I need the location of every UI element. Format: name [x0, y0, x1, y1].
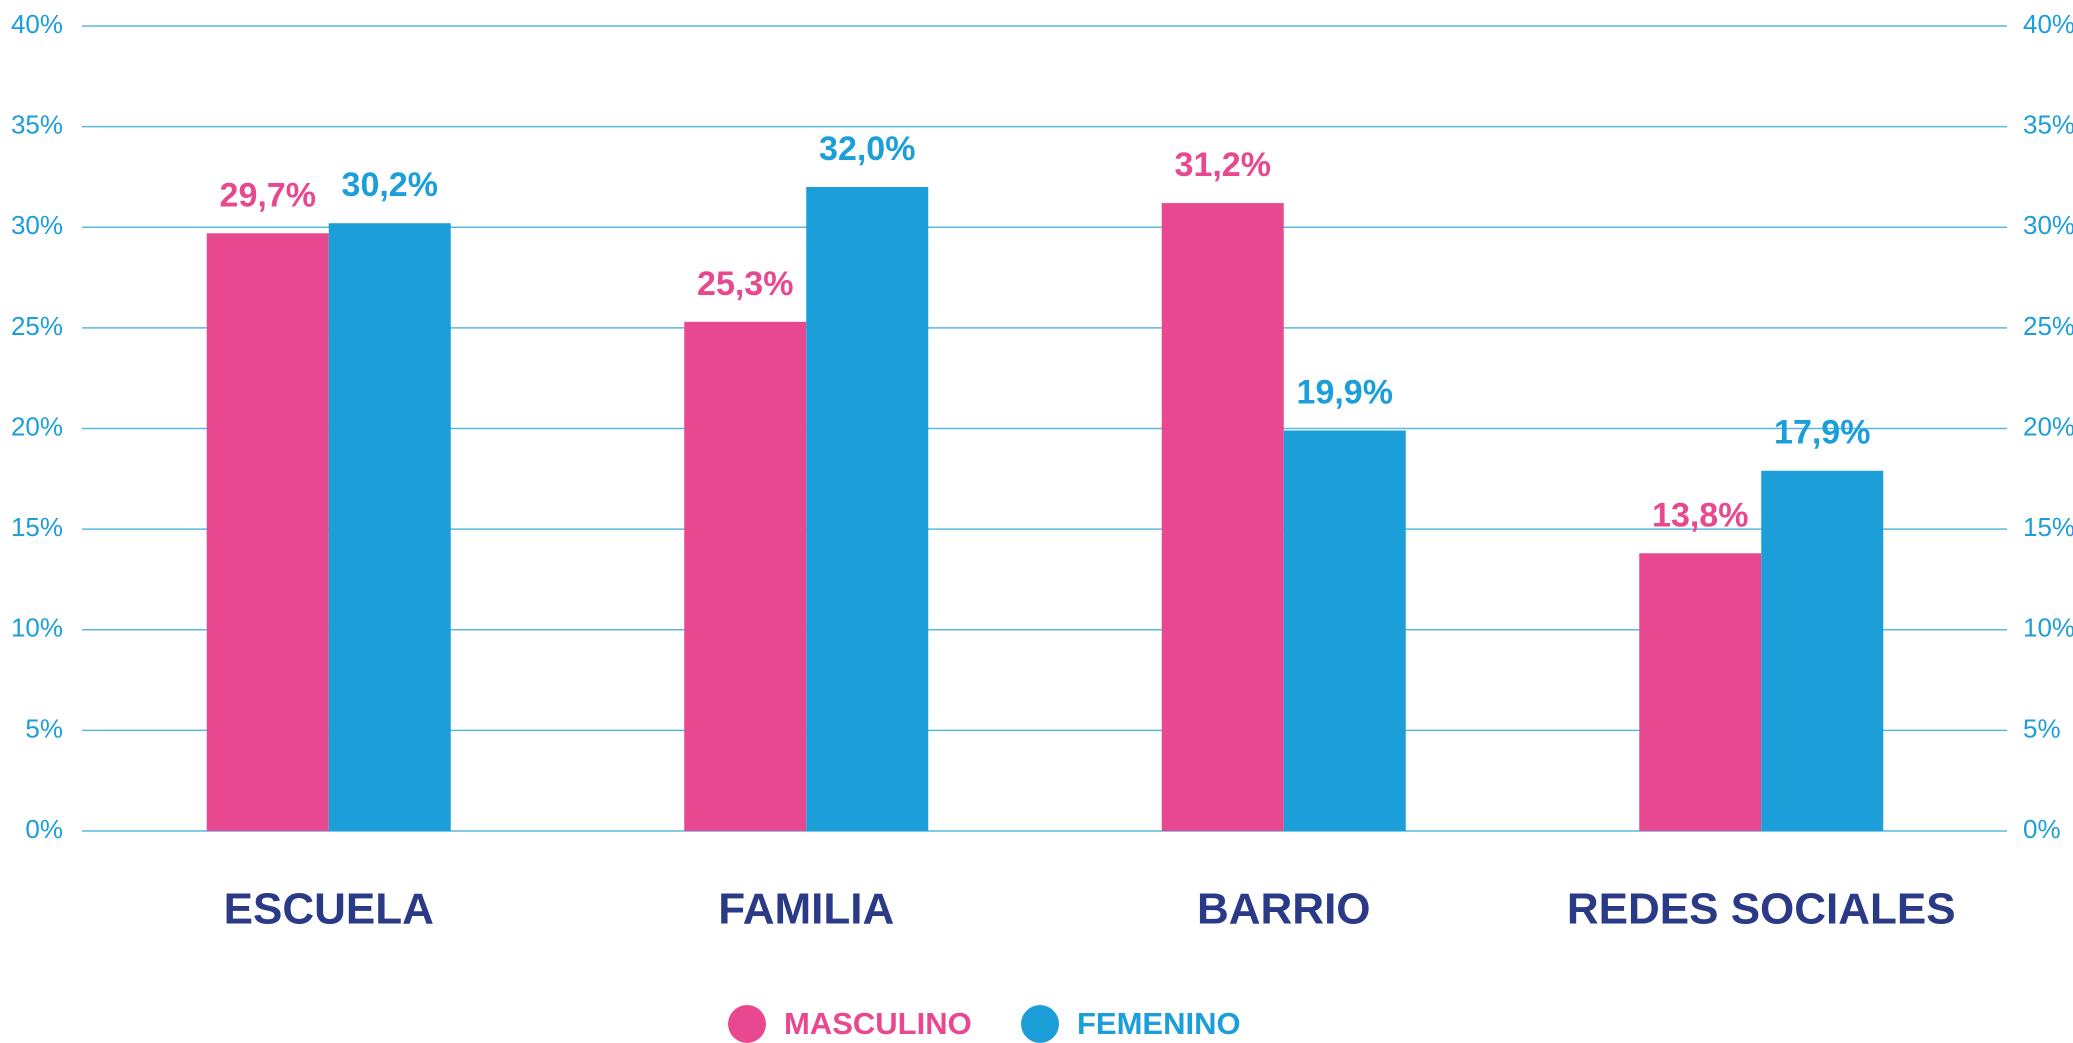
y2-tick-label: 20%	[2023, 411, 2073, 441]
legend-label: MASCULINO	[784, 1006, 972, 1041]
y2-tick-label: 40%	[2023, 9, 2073, 39]
legend-label: FEMENINO	[1077, 1006, 1241, 1041]
y-tick-label: 15%	[11, 512, 63, 542]
y-tick-label: 30%	[11, 210, 63, 240]
bar	[1283, 430, 1406, 831]
value-label: 13,8%	[1652, 496, 1748, 534]
y-tick-label: 25%	[11, 311, 63, 341]
y2-tick-label: 25%	[2023, 311, 2073, 341]
y2-tick-label: 10%	[2023, 613, 2073, 643]
bar	[206, 233, 329, 832]
value-label: 17,9%	[1774, 414, 1870, 452]
value-label: 29,7%	[220, 176, 316, 214]
bar	[1161, 203, 1284, 832]
x-tick-label: REDES SOCIALES	[1567, 885, 1956, 934]
value-label: 25,3%	[697, 265, 793, 303]
y-tick-label: 40%	[11, 9, 63, 39]
x-tick-label: ESCUELA	[224, 885, 434, 934]
y-tick-label: 20%	[11, 411, 63, 441]
bar	[328, 223, 451, 832]
x-tick-label: BARRIO	[1197, 885, 1371, 934]
bar	[806, 187, 929, 831]
y2-tick-label: 30%	[2023, 210, 2073, 240]
y2-tick-label: 0%	[2023, 814, 2061, 844]
y2-tick-label: 15%	[2023, 512, 2073, 542]
bar	[1761, 470, 1884, 831]
legend-swatch	[728, 1005, 766, 1043]
legend-swatch	[1021, 1005, 1059, 1043]
value-label: 30,2%	[342, 166, 438, 204]
x-tick-label: FAMILIA	[718, 885, 894, 934]
bar	[1639, 553, 1762, 831]
y2-tick-label: 5%	[2023, 713, 2061, 743]
y-tick-label: 10%	[11, 613, 63, 643]
value-label: 32,0%	[819, 130, 915, 168]
value-label: 31,2%	[1175, 146, 1271, 184]
y-tick-label: 5%	[25, 713, 63, 743]
y2-tick-label: 35%	[2023, 110, 2073, 140]
bar	[684, 321, 807, 831]
value-label: 19,9%	[1297, 373, 1393, 411]
y-tick-label: 0%	[25, 814, 63, 844]
y-tick-label: 35%	[11, 110, 63, 140]
